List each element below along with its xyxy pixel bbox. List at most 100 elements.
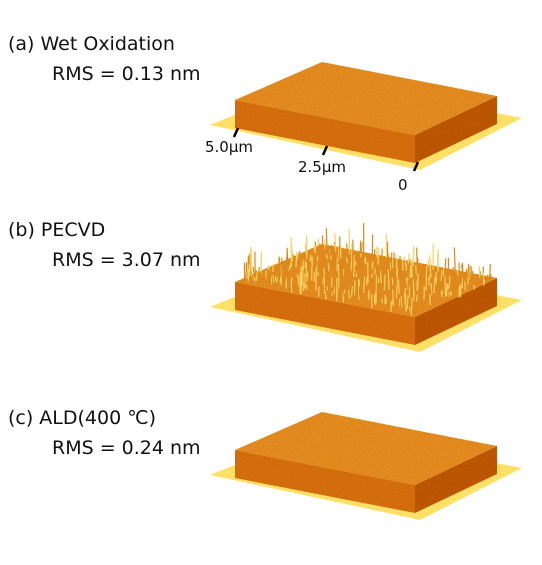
spike (335, 244, 336, 248)
panel-label: (a) Wet Oxidation (8, 33, 175, 55)
spike (326, 228, 327, 245)
spike (318, 272, 319, 276)
spike (334, 256, 335, 263)
spike (249, 277, 250, 284)
figure: (a) Wet Oxidation RMS = 0.13 nm (b) PECV… (0, 0, 542, 565)
spike (325, 239, 326, 248)
spike (306, 262, 307, 277)
axis-label: 5.0μm (205, 138, 253, 156)
spike (257, 273, 258, 279)
spike (351, 244, 352, 271)
spike (347, 257, 348, 263)
spike (404, 256, 405, 261)
spike (449, 294, 450, 299)
spike (351, 286, 352, 297)
spike (337, 246, 338, 259)
spike (261, 279, 262, 283)
spike (388, 270, 389, 290)
spike (374, 295, 375, 305)
spike (406, 285, 407, 289)
spike (319, 243, 320, 260)
spike (443, 276, 444, 288)
spike (299, 257, 300, 262)
spike (398, 279, 399, 293)
spike (421, 277, 422, 281)
spike (314, 246, 315, 251)
spike (300, 272, 301, 288)
panel-label: (b) PECVD (8, 219, 105, 241)
spike (382, 265, 383, 284)
axis-label: 0 (398, 176, 408, 194)
spike (407, 295, 408, 309)
spike (453, 267, 454, 291)
spike (454, 248, 455, 271)
spike (311, 257, 312, 281)
spike (364, 260, 365, 265)
spike (289, 266, 290, 271)
spike (349, 290, 350, 299)
spike (354, 255, 355, 277)
spike (393, 301, 394, 305)
spike (360, 241, 361, 255)
spike (310, 255, 311, 262)
spike (424, 290, 425, 300)
spike (305, 243, 306, 253)
spike (474, 285, 475, 289)
spike (418, 274, 419, 288)
spike (462, 265, 463, 275)
spike (306, 287, 307, 291)
spike (359, 288, 360, 298)
spike (258, 274, 259, 278)
spike (274, 277, 275, 282)
spike (459, 286, 460, 298)
spike (327, 286, 328, 290)
spike (353, 253, 354, 259)
spike (386, 287, 387, 299)
spike (331, 255, 332, 259)
spike (318, 239, 319, 246)
spike (377, 305, 378, 310)
rms-label: RMS = 0.13 nm (52, 63, 201, 85)
spike (381, 271, 382, 283)
spike (388, 253, 389, 260)
spike (259, 267, 260, 272)
spike (410, 259, 411, 263)
spike (479, 266, 480, 277)
spike (304, 283, 305, 291)
axis-label: 2.5μm (298, 158, 346, 176)
spike (363, 254, 364, 266)
spike (413, 279, 414, 301)
spike (490, 264, 491, 277)
page: (a) Wet Oxidation RMS = 0.13 nm (b) PECV… (0, 0, 542, 565)
spike (328, 263, 329, 271)
spike (408, 253, 409, 264)
spike (277, 277, 278, 282)
spike (361, 243, 362, 252)
spike (266, 271, 267, 280)
spike (465, 281, 466, 290)
spike (291, 237, 292, 267)
spike (466, 269, 467, 275)
spike (457, 271, 458, 276)
rms-label: RMS = 0.24 nm (52, 437, 201, 459)
spike (411, 301, 412, 308)
afm-images (210, 62, 522, 520)
spike (400, 267, 401, 283)
spike (344, 290, 345, 294)
spike (361, 279, 362, 292)
spike (273, 275, 274, 282)
spike (416, 293, 417, 312)
spike (315, 246, 316, 253)
spike (316, 266, 317, 273)
spike (352, 298, 353, 303)
spike (247, 271, 248, 279)
spike (384, 275, 385, 292)
spike (356, 254, 357, 259)
spike (347, 266, 348, 277)
spike (391, 302, 392, 312)
spike (378, 248, 379, 265)
spike (416, 266, 417, 275)
rms-label: RMS = 3.07 nm (52, 249, 201, 271)
spike (337, 287, 338, 301)
spike (382, 249, 383, 265)
